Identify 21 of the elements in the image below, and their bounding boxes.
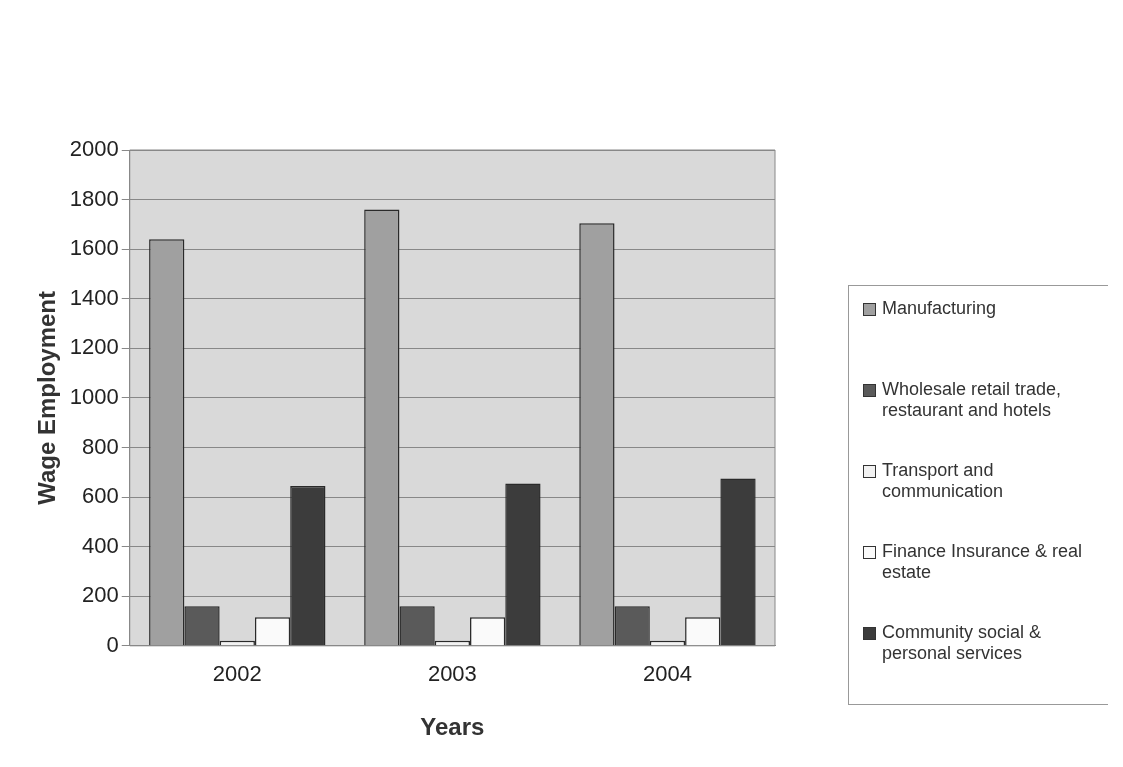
y-tick-label: 1400 [69,284,119,310]
y-tick-label: 1600 [69,235,119,261]
y-tick-label: 600 [82,483,119,509]
legend-label: Transport and communication [882,460,1005,502]
y-tick-label: 1800 [69,185,119,211]
x-tick-label: 2003 [427,661,477,687]
y-tick-label: 800 [82,433,119,459]
y-tick-label: 200 [82,582,119,608]
legend-label: Manufacturing [882,298,997,319]
x-tick-label: 2002 [212,661,262,687]
y-tick-label: 1000 [69,383,119,409]
legend-label: Community social & personal services [882,622,1043,664]
y-tick-label: 0 [106,631,119,657]
legend-label: Finance Insurance & real estate [882,541,1084,583]
y-axis-title: Wage Employment [33,290,61,505]
y-tick-label: 1200 [69,334,119,360]
x-axis-title: Years [420,713,485,741]
x-tick-label: 2004 [642,661,692,687]
y-tick-label: 400 [82,532,119,558]
legend-label: Wholesale retail trade, restaurant and hotels [882,379,1063,421]
y-tick-label: 2000 [69,136,119,162]
